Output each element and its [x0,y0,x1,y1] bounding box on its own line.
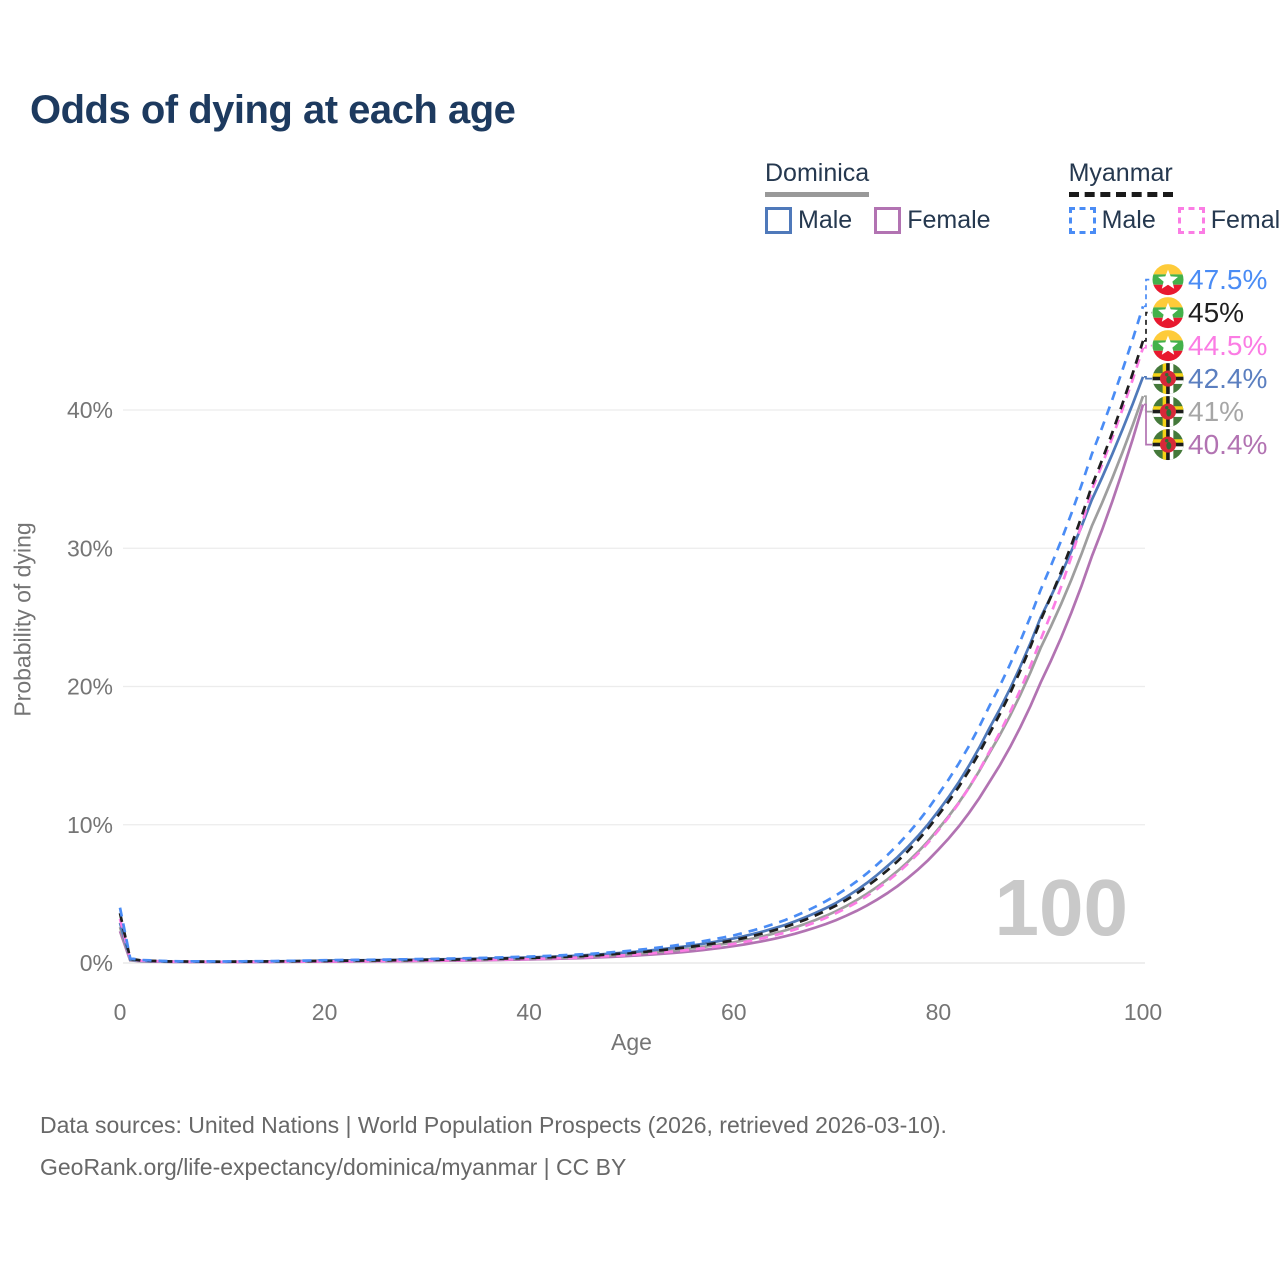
footer-data-sources: Data sources: United Nations | World Pop… [40,1112,947,1138]
y-axis-title: Probability of dying [9,522,36,717]
series-line-myanmar-total[interactable] [118,340,1145,964]
myanmar-flag-icon [1152,330,1184,362]
leader-line [1144,311,1152,342]
page-title: Odds of dying at each age [30,88,516,132]
leader-line [1144,344,1152,349]
myanmar-flag-icon [1152,297,1184,329]
legend-swatch-myanmar-male[interactable] [1068,206,1096,234]
parrot-icon [1166,442,1172,450]
legend-group-myanmar: Myanmar Male Female [1068,159,1280,235]
parrot-icon [1166,409,1172,417]
footer-attribution: GeoRank.org/life-expectancy/dominica/mya… [40,1154,627,1180]
legend-swatch-dominica-male[interactable] [765,206,792,234]
x-tick-label: 80 [926,999,952,1025]
leader-line [1144,278,1152,308]
end-label-myanmar-male: 47.5% [1188,264,1267,295]
legend-group-dominica: Dominica Male Female [765,159,1007,235]
legend-label-dominica-male[interactable]: Male [798,205,853,234]
series-line-myanmar-male[interactable] [118,305,1145,963]
series-line-dominica-female[interactable] [118,404,1145,964]
end-label-myanmar-female: 44.5% [1188,330,1267,361]
legend-underline-dominica: Dominica [765,159,870,197]
y-tick-label: 20% [67,674,113,700]
legend-label-dominica-female[interactable]: Female [907,205,991,234]
x-tick-label: 60 [721,999,747,1025]
end-label-myanmar-total: 45% [1188,297,1244,328]
x-tick-label: 40 [516,999,542,1025]
legend-country-dominica: Dominica [765,159,870,187]
x-tick-label: 0 [114,999,127,1025]
series-line-myanmar-female[interactable] [118,347,1145,964]
y-tick-label: 0% [80,950,113,976]
x-axis-title: Age [611,1029,652,1055]
star-icon [1158,269,1178,289]
series-line-dominica-male[interactable] [118,376,1145,964]
legend-underline-myanmar: Myanmar [1068,159,1173,197]
dominica-flag-icon [1152,363,1184,395]
y-tick-label: 30% [67,535,113,561]
legend-swatch-myanmar-female[interactable] [1177,206,1205,234]
end-label-dominica-male: 42.4% [1188,363,1267,394]
myanmar-flag-icon [1152,264,1184,296]
star-icon [1158,302,1178,322]
series-line-dominica-total[interactable] [118,395,1145,964]
leader-line [1144,403,1152,446]
star-icon [1158,335,1178,355]
legend-country-myanmar: Myanmar [1068,159,1173,187]
legend-items-dominica: Male Female [765,206,1007,235]
y-tick-label: 40% [67,397,113,423]
x-tick-label: 20 [312,999,338,1025]
legend-swatch-dominica-female[interactable] [874,206,902,234]
leader-line [1144,375,1152,380]
y-tick-label: 10% [67,812,113,838]
footer: Data sources: United Nations | World Pop… [40,1104,947,1188]
x-tick-label: 100 [1124,999,1162,1025]
end-label-dominica-total: 41% [1188,396,1244,427]
dominica-flag-icon [1152,429,1184,461]
legend-label-myanmar-male[interactable]: Male [1101,205,1156,234]
legend-label-myanmar-female[interactable]: Female [1210,205,1280,234]
age-counter-watermark: 100 [994,863,1128,952]
parrot-icon [1166,376,1172,384]
dominica-flag-icon [1152,396,1184,428]
legend-items-myanmar: Male Female [1068,205,1280,235]
end-label-dominica-female: 40.4% [1188,429,1267,460]
legend: Dominica Male Female Myanmar Male Female [765,159,1280,235]
end-labels: 47.5%45%44.5%42.4%41%40.4% [1144,264,1267,461]
